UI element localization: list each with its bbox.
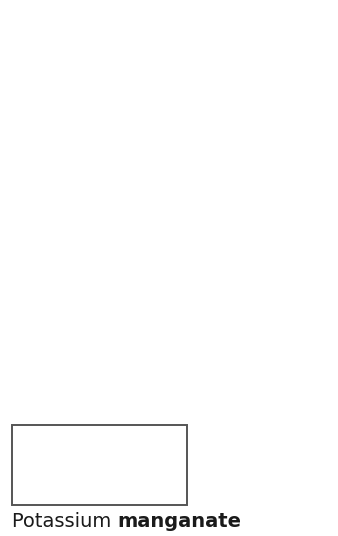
Bar <box>12 425 187 505</box>
Text: manganate: manganate <box>118 512 241 531</box>
Text: Potassium: Potassium <box>12 512 118 531</box>
